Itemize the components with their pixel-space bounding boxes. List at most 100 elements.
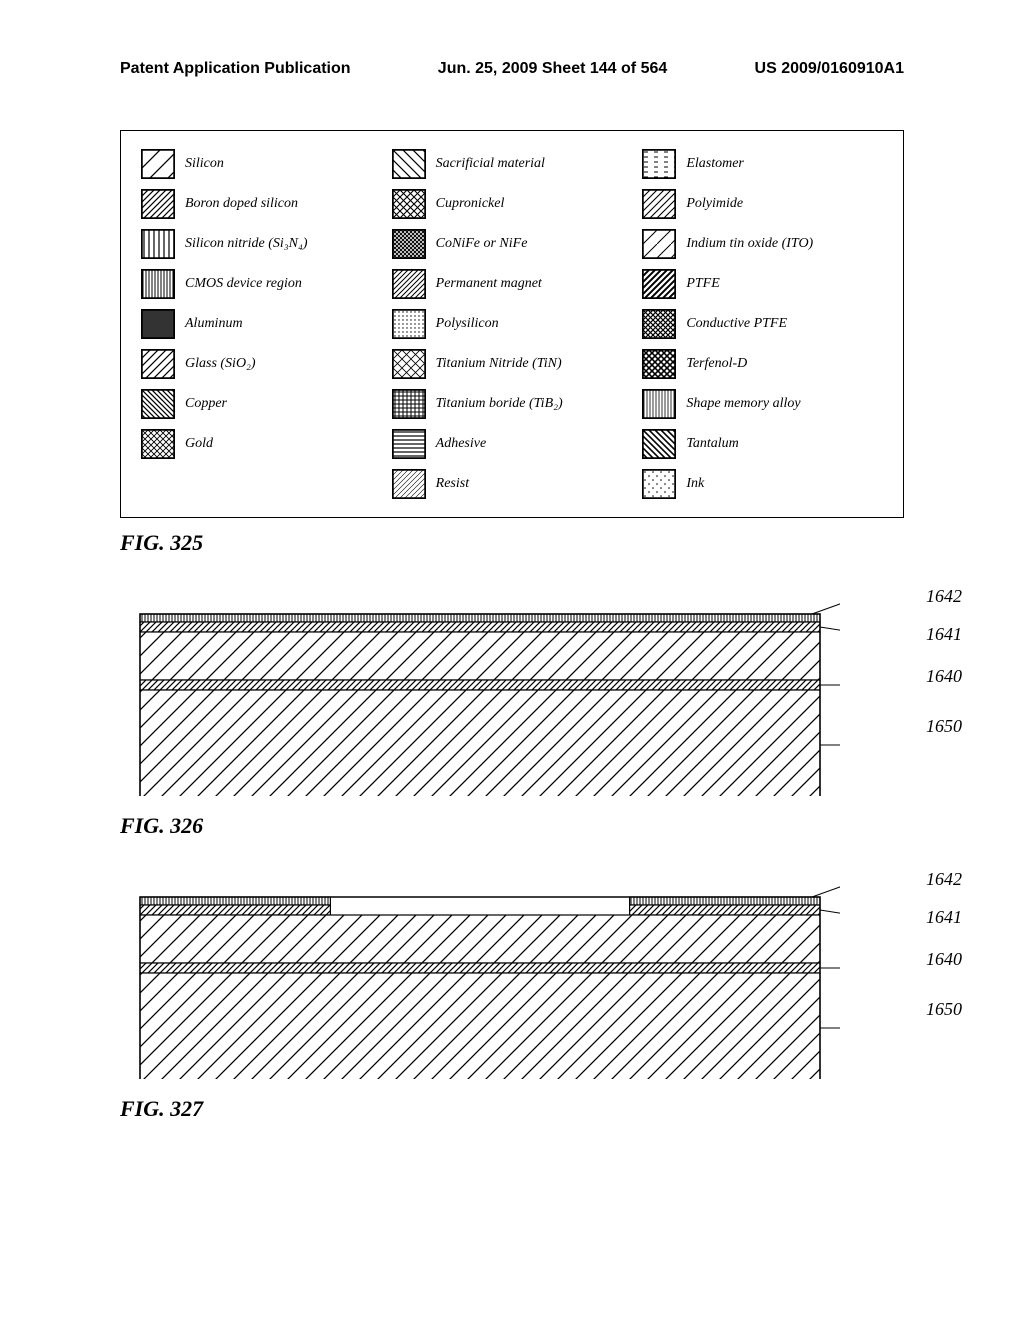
- swatch-icon: [392, 229, 426, 259]
- swatch-icon: [642, 189, 676, 219]
- swatch-icon: [141, 349, 175, 379]
- swatch-icon: [392, 429, 426, 459]
- legend-label: Copper: [185, 396, 227, 412]
- legend-label: Terfenol-D: [686, 356, 747, 372]
- legend-item: Tantalum: [642, 429, 883, 459]
- ref-1642b: 1642: [926, 869, 962, 890]
- swatch-icon: [141, 389, 175, 419]
- ref-1640b: 1640: [926, 949, 962, 970]
- legend-label: Titanium Nitride (TiN): [436, 356, 562, 372]
- legend-label: Resist: [436, 476, 469, 492]
- legend-item: Glass (SiO₂): [141, 349, 382, 379]
- legend-label: Indium tin oxide (ITO): [686, 236, 813, 252]
- fig326-diagram: [120, 586, 840, 796]
- swatch-icon: [141, 229, 175, 259]
- fig327-caption: FIG. 327: [120, 1096, 904, 1122]
- legend-item: Polyimide: [642, 189, 883, 219]
- fig326-wrapper: 1642 1641 1640 1650: [120, 586, 904, 801]
- legend-item: Aluminum: [141, 309, 382, 339]
- legend-label: Elastomer: [686, 156, 744, 172]
- swatch-icon: [141, 269, 175, 299]
- legend-label: Aluminum: [185, 316, 243, 332]
- legend-item: Resist: [392, 469, 633, 499]
- legend-item: Elastomer: [642, 149, 883, 179]
- swatch-icon: [642, 429, 676, 459]
- legend-item: Permanent magnet: [392, 269, 633, 299]
- legend-label: Silicon: [185, 156, 224, 172]
- legend-item: CMOS device region: [141, 269, 382, 299]
- legend-label: Silicon nitride (Si₃N₄): [185, 236, 308, 252]
- swatch-icon: [392, 269, 426, 299]
- legend-label: Titanium boride (TiB₂): [436, 396, 563, 412]
- legend-item: [141, 469, 382, 499]
- legend-item: Shape memory alloy: [642, 389, 883, 419]
- header-left: Patent Application Publication: [120, 60, 351, 78]
- legend-label: Sacrificial material: [436, 156, 545, 172]
- legend-label: Adhesive: [436, 436, 487, 452]
- legend-item: Adhesive: [392, 429, 633, 459]
- legend-label: Glass (SiO₂): [185, 356, 256, 372]
- swatch-icon: [141, 429, 175, 459]
- legend-item: Boron doped silicon: [141, 189, 382, 219]
- fig325-caption: FIG. 325: [120, 530, 904, 556]
- legend-label: CMOS device region: [185, 276, 302, 292]
- legend-item: PTFE: [642, 269, 883, 299]
- legend-label: PTFE: [686, 276, 719, 292]
- swatch-icon: [642, 149, 676, 179]
- legend-item: Cupronickel: [392, 189, 633, 219]
- fig327-wrapper: 1642 1641 1640 1650: [120, 869, 904, 1084]
- ref-1641: 1641: [926, 624, 962, 645]
- swatch-icon: [642, 469, 676, 499]
- legend-item: CoNiFe or NiFe: [392, 229, 633, 259]
- swatch-icon: [141, 309, 175, 339]
- swatch-icon: [392, 149, 426, 179]
- header-center: Jun. 25, 2009 Sheet 144 of 564: [438, 60, 667, 78]
- legend-label: Shape memory alloy: [686, 396, 800, 412]
- legend-label: Gold: [185, 436, 213, 452]
- legend-item: Indium tin oxide (ITO): [642, 229, 883, 259]
- legend-label: Permanent magnet: [436, 276, 542, 292]
- ref-1650: 1650: [926, 716, 962, 737]
- ref-1640: 1640: [926, 666, 962, 687]
- swatch-icon: [141, 189, 175, 219]
- legend-item: Copper: [141, 389, 382, 419]
- legend-item: Titanium Nitride (TiN): [392, 349, 633, 379]
- legend-label: Ink: [686, 476, 704, 492]
- swatch-icon: [141, 149, 175, 179]
- swatch-icon: [392, 349, 426, 379]
- legend-item: Ink: [642, 469, 883, 499]
- material-legend: Silicon Sacrificial material Elastomer B…: [120, 130, 904, 518]
- legend-item: Terfenol-D: [642, 349, 883, 379]
- legend-item: Titanium boride (TiB₂): [392, 389, 633, 419]
- swatch-icon: [642, 309, 676, 339]
- ref-1650b: 1650: [926, 999, 962, 1020]
- legend-label: CoNiFe or NiFe: [436, 236, 528, 252]
- legend-item: Silicon: [141, 149, 382, 179]
- legend-item: Sacrificial material: [392, 149, 633, 179]
- swatch-icon: [642, 229, 676, 259]
- header-right: US 2009/0160910A1: [755, 60, 904, 78]
- fig327-diagram: [120, 869, 840, 1079]
- legend-item: Conductive PTFE: [642, 309, 883, 339]
- fig326-caption: FIG. 326: [120, 813, 904, 839]
- legend-item: Silicon nitride (Si₃N₄): [141, 229, 382, 259]
- legend-label: Cupronickel: [436, 196, 505, 212]
- legend-item: Gold: [141, 429, 382, 459]
- legend-label: Tantalum: [686, 436, 738, 452]
- ref-1642: 1642: [926, 586, 962, 607]
- swatch-icon: [392, 389, 426, 419]
- page-header: Patent Application Publication Jun. 25, …: [0, 60, 1024, 78]
- legend-label: Polysilicon: [436, 316, 499, 332]
- legend-label: Conductive PTFE: [686, 316, 787, 332]
- swatch-icon: [642, 349, 676, 379]
- ref-1641b: 1641: [926, 907, 962, 928]
- swatch-icon: [642, 269, 676, 299]
- patent-page: Patent Application Publication Jun. 25, …: [0, 0, 1024, 1320]
- legend-label: Boron doped silicon: [185, 196, 298, 212]
- content-area: Silicon Sacrificial material Elastomer B…: [120, 130, 904, 1130]
- swatch-icon: [392, 469, 426, 499]
- swatch-icon: [392, 189, 426, 219]
- legend-item: Polysilicon: [392, 309, 633, 339]
- swatch-icon: [642, 389, 676, 419]
- swatch-icon: [392, 309, 426, 339]
